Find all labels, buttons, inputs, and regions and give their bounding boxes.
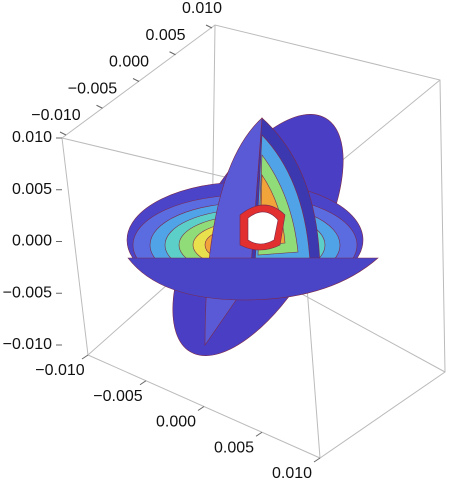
x-tick-mark xyxy=(197,406,205,411)
z-tick-label: −0.010 xyxy=(3,336,52,353)
x-tick-mark xyxy=(255,431,263,437)
y-tick-mark xyxy=(132,78,140,82)
y-tick-mark xyxy=(169,51,176,56)
x-tick-label: 0.010 xyxy=(272,465,312,482)
x-tick-label: −0.005 xyxy=(93,388,142,405)
z-tick-label: 0.000 xyxy=(12,233,52,250)
y-tick-label: 0.005 xyxy=(145,27,185,44)
z-tick-label: 0.005 xyxy=(12,181,52,198)
x-tick-mark xyxy=(139,380,147,386)
y-tick-mark xyxy=(205,24,213,29)
slice-surfaces xyxy=(126,113,379,357)
axes: −0.010 −0.005 0.000 0.005 0.010 −0.010 −0.005 0… xyxy=(3,0,321,482)
x-tick-label: 0.005 xyxy=(214,439,254,456)
x-tick-label: 0.000 xyxy=(156,414,196,431)
y-tick-mark xyxy=(59,131,67,136)
x-tick-label: −0.010 xyxy=(35,362,84,379)
z-tick-label: −0.005 xyxy=(3,284,52,301)
y-tick-label: −0.005 xyxy=(68,80,117,97)
y-tick-label: 0.010 xyxy=(182,0,222,17)
x-tick-mark xyxy=(313,457,321,463)
x-tick-mark xyxy=(81,354,89,360)
z-tick-label: 0.010 xyxy=(12,129,52,146)
y-tick-label: 0.000 xyxy=(109,54,149,71)
y-tick-label: −0.010 xyxy=(31,107,80,124)
y-tick-mark xyxy=(96,104,103,109)
